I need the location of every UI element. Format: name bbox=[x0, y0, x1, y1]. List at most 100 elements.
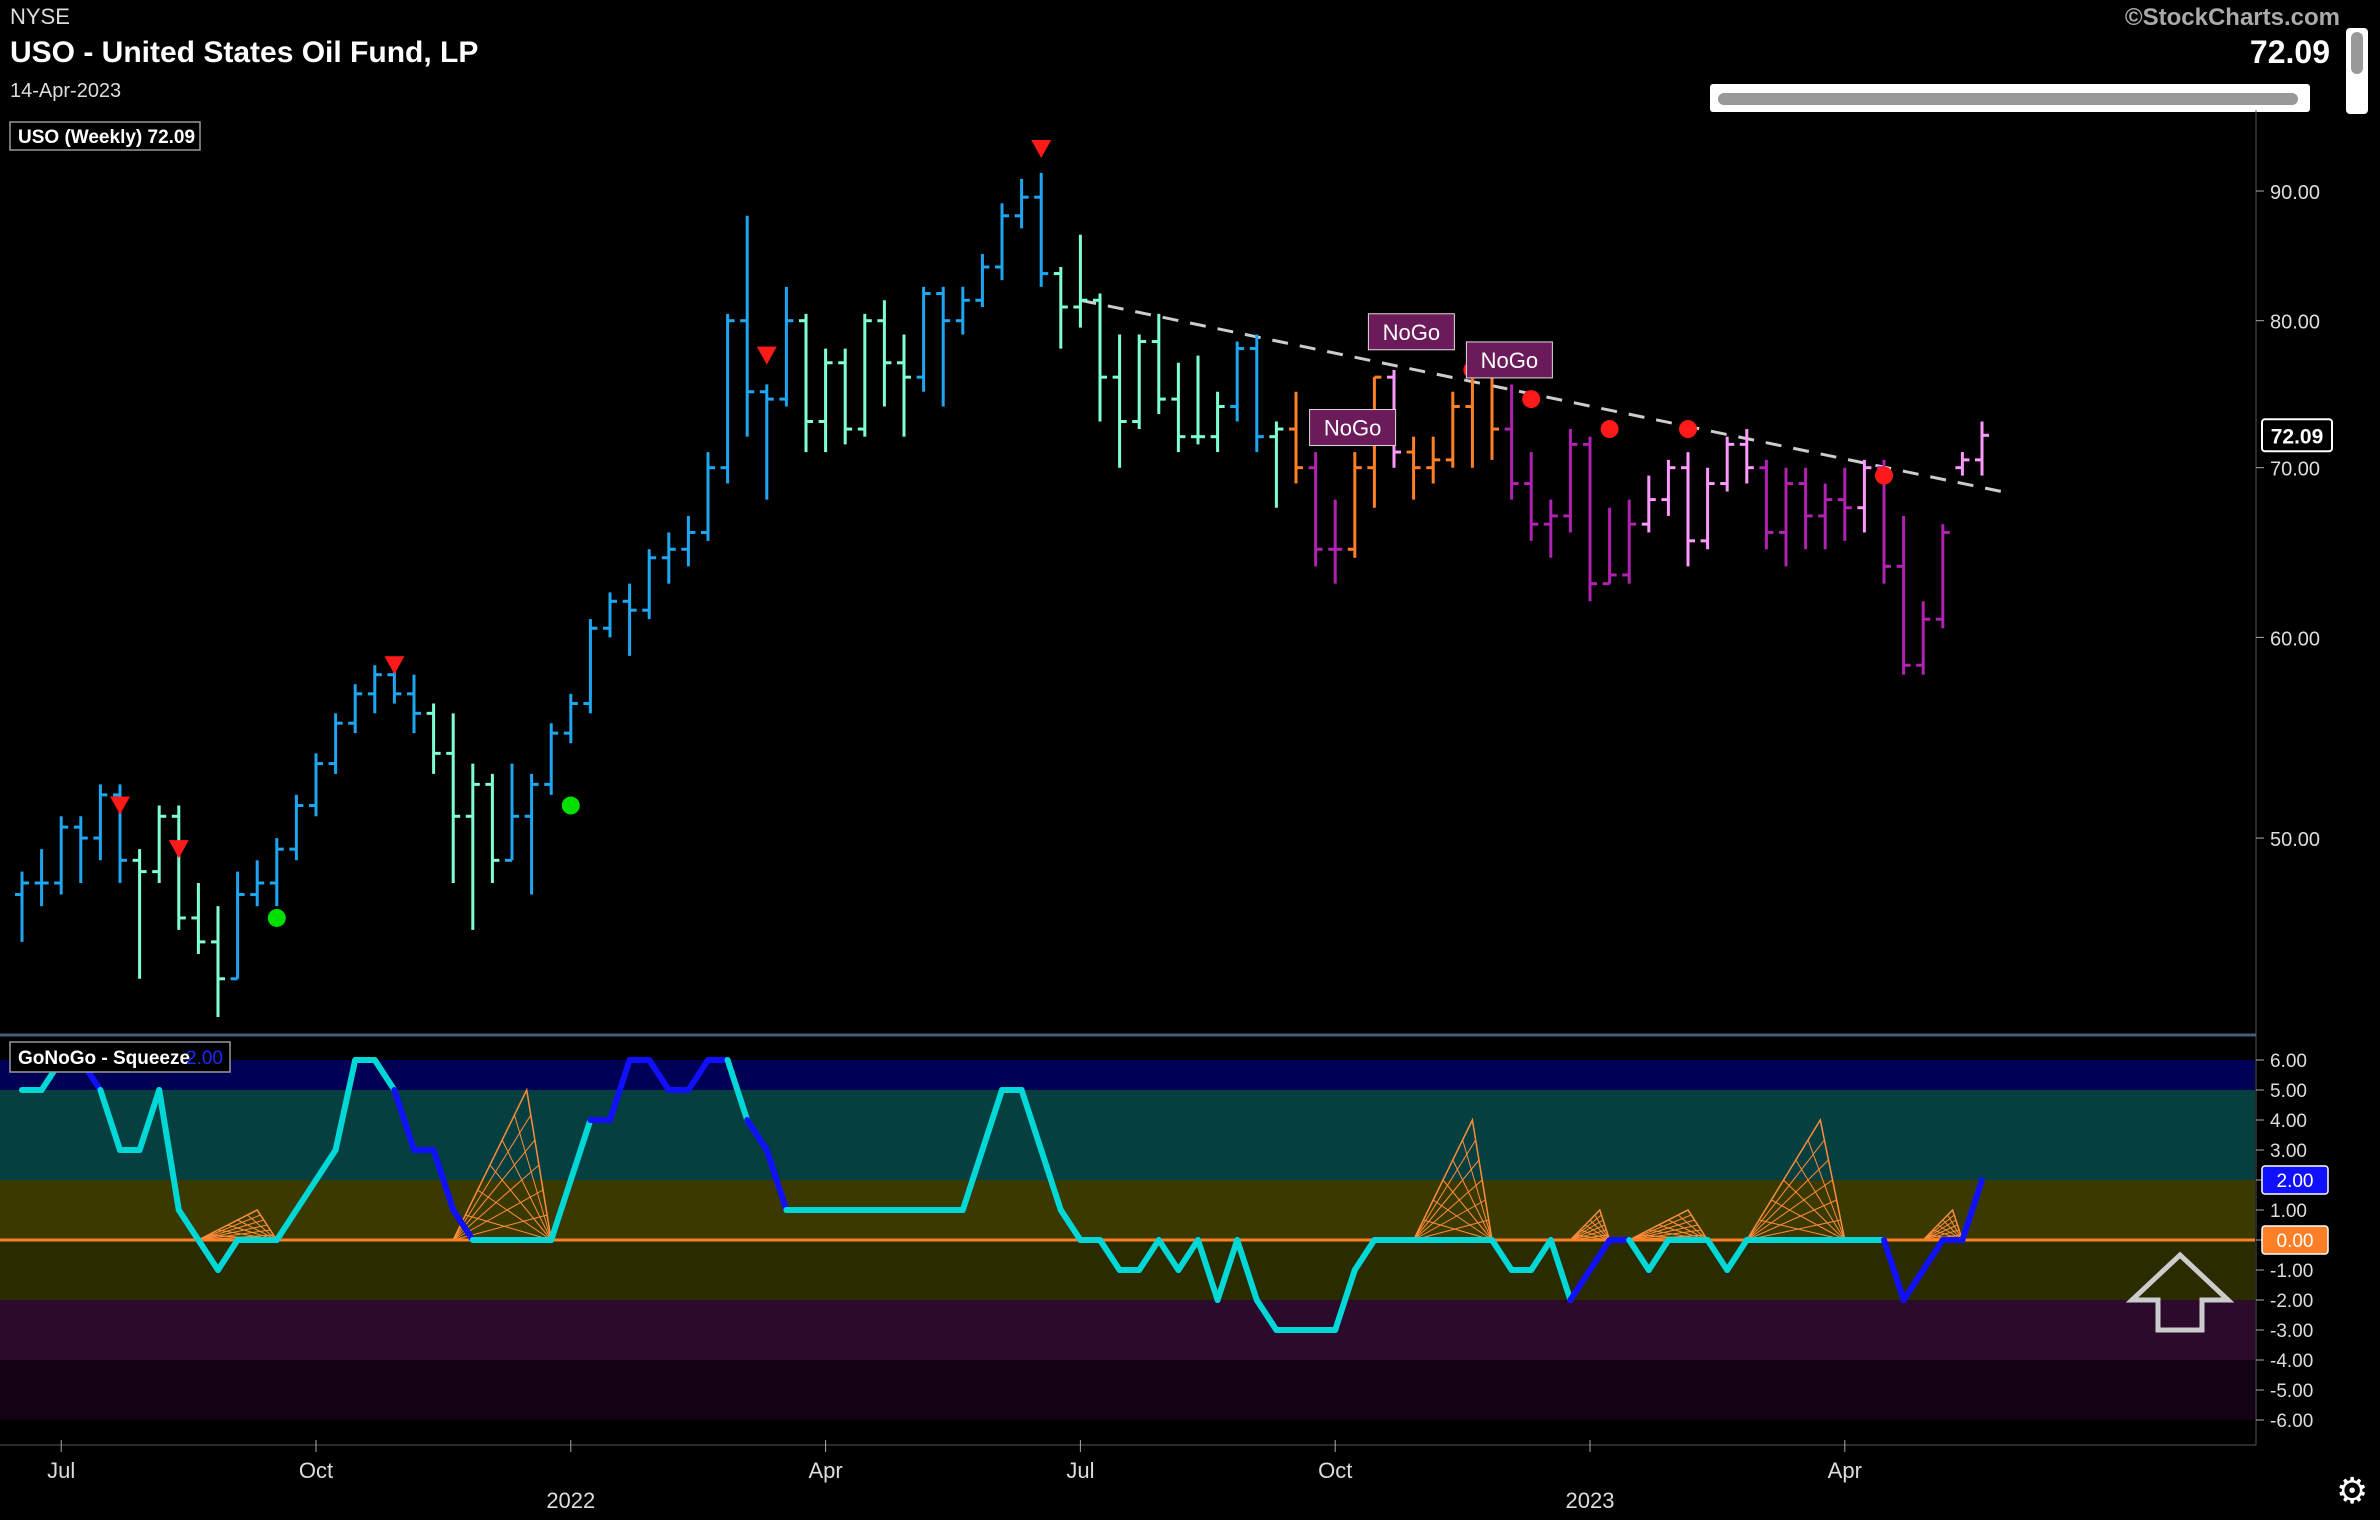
squeeze-grid-line bbox=[1413, 1139, 1477, 1241]
squeeze-grid-line bbox=[513, 1114, 552, 1241]
oscillator-segment bbox=[97, 1087, 123, 1153]
price-bar bbox=[1504, 384, 1519, 500]
oscillator-segment bbox=[1645, 1237, 1672, 1273]
red-dot bbox=[1600, 420, 1619, 439]
squeeze-grid-line bbox=[1413, 1199, 1486, 1241]
price-bar bbox=[1700, 467, 1715, 550]
down-triangle bbox=[1031, 140, 1052, 159]
squeeze-grid-line bbox=[1746, 1179, 1833, 1241]
price-bar bbox=[191, 883, 206, 955]
squeeze-grid-line bbox=[1442, 1179, 1493, 1241]
price-bar bbox=[661, 532, 676, 584]
chart-date: 14-Apr-2023 bbox=[10, 80, 122, 102]
squeeze-grid-line bbox=[1668, 1219, 1708, 1241]
horizontal-scrollbar[interactable] bbox=[1710, 84, 2310, 112]
price-bar bbox=[1406, 436, 1421, 500]
oscillator-segment bbox=[215, 1237, 241, 1273]
price-legend-box bbox=[9, 121, 201, 151]
price-bar bbox=[1445, 391, 1460, 468]
price-bar bbox=[975, 253, 990, 308]
oscillator-segment bbox=[195, 1237, 221, 1273]
price-bar bbox=[211, 906, 225, 1017]
vertical-scrollbar-thumb[interactable] bbox=[2351, 32, 2363, 74]
price-bar bbox=[1112, 334, 1127, 468]
squeeze-grid-line bbox=[198, 1214, 261, 1241]
squeeze-grid-line bbox=[1807, 1139, 1846, 1241]
vertical-scrollbar[interactable] bbox=[2346, 28, 2368, 114]
scrollbar-thumb[interactable] bbox=[1718, 93, 2298, 105]
oscillator-segment bbox=[175, 1207, 202, 1243]
price-tag-box bbox=[2261, 418, 2333, 453]
zero-value-tag: 0.00 bbox=[2277, 1231, 2314, 1252]
oscillator-segment bbox=[1214, 1237, 1241, 1303]
squeeze-value-box bbox=[2261, 1165, 2329, 1195]
oscillator-segment bbox=[1567, 1267, 1593, 1303]
price-bar bbox=[857, 313, 872, 437]
oscillator-segment bbox=[1332, 1267, 1358, 1333]
squeeze-legend-value: 2.00 bbox=[186, 1048, 223, 1069]
price-bar bbox=[642, 549, 657, 620]
price-bar bbox=[740, 215, 755, 437]
price-bar bbox=[230, 871, 245, 981]
price-bar bbox=[1524, 452, 1539, 541]
squeeze-grid-line bbox=[1771, 1199, 1846, 1241]
nogo-label-box bbox=[1367, 313, 1455, 351]
squeeze-grid-line bbox=[198, 1224, 268, 1241]
oscillator-segment bbox=[1038, 1147, 1064, 1213]
squeeze-grid-line bbox=[1452, 1159, 1493, 1241]
up-arrow-annotation bbox=[2125, 1251, 2235, 1333]
squeeze-grid-line bbox=[1594, 1214, 1611, 1241]
price-bar bbox=[936, 286, 951, 407]
oscillator-segment bbox=[293, 1177, 319, 1213]
price-bar bbox=[1739, 429, 1754, 484]
price-bar bbox=[1857, 459, 1872, 533]
brand-label[interactable]: ©StockCharts.com bbox=[2124, 4, 2340, 31]
squeeze-grid-line bbox=[1947, 1214, 1963, 1241]
oscillator-segment bbox=[391, 1087, 417, 1153]
squeeze-grid-line bbox=[1413, 1179, 1483, 1241]
price-bar bbox=[15, 871, 29, 942]
price-bar bbox=[701, 452, 715, 541]
price-bar bbox=[1543, 499, 1558, 558]
squeeze-grid bbox=[1412, 1117, 1493, 1241]
price-bar bbox=[720, 313, 735, 484]
price-bar bbox=[1328, 499, 1343, 584]
oscillator-segment bbox=[548, 1177, 574, 1243]
price-tag: 72.09 bbox=[2271, 425, 2324, 448]
squeeze-grid-line bbox=[1783, 1179, 1846, 1241]
gear-icon[interactable]: ⚙ bbox=[2336, 1470, 2369, 1511]
year-label: 2023 bbox=[1566, 1488, 1615, 1513]
price-bar bbox=[1093, 293, 1107, 422]
price-bar bbox=[465, 763, 480, 930]
squeeze-grid-line bbox=[1423, 1219, 1493, 1241]
price-bar bbox=[897, 334, 911, 437]
price-bar bbox=[1073, 234, 1088, 328]
squeeze-grid-line bbox=[198, 1229, 271, 1241]
squeeze-tick-label: -6.00 bbox=[2270, 1411, 2313, 1432]
price-bar bbox=[1641, 475, 1656, 533]
price-bar bbox=[1975, 421, 1989, 476]
squeeze-band bbox=[0, 1090, 2255, 1180]
nogo-label-box bbox=[1465, 341, 1553, 379]
squeeze-grid-line bbox=[452, 1139, 536, 1241]
oscillator-segment bbox=[136, 1087, 163, 1153]
price-bar bbox=[1132, 334, 1147, 430]
price-bar bbox=[759, 384, 774, 500]
oscillator-segment bbox=[1626, 1237, 1652, 1273]
price-bar bbox=[1622, 499, 1637, 584]
oscillator-segment bbox=[763, 1147, 790, 1213]
nogo-label-text: NoGo bbox=[1481, 348, 1538, 373]
price-bar bbox=[485, 773, 500, 884]
nogo-label-text: NoGo bbox=[1324, 416, 1381, 441]
squeeze-tick-label: -4.00 bbox=[2270, 1351, 2313, 1372]
price-bar bbox=[1837, 467, 1852, 541]
price-bar bbox=[583, 619, 598, 714]
oscillator-segment bbox=[1057, 1207, 1084, 1243]
squeeze-grid-line bbox=[452, 1114, 532, 1241]
price-bar bbox=[779, 286, 794, 407]
oscillator-segment bbox=[1587, 1237, 1613, 1273]
price-tick-label: 70.00 bbox=[2270, 459, 2320, 481]
price-bar bbox=[544, 723, 559, 795]
oscillator-segment bbox=[1881, 1237, 1907, 1303]
price-tick-label: 60.00 bbox=[2270, 628, 2320, 650]
